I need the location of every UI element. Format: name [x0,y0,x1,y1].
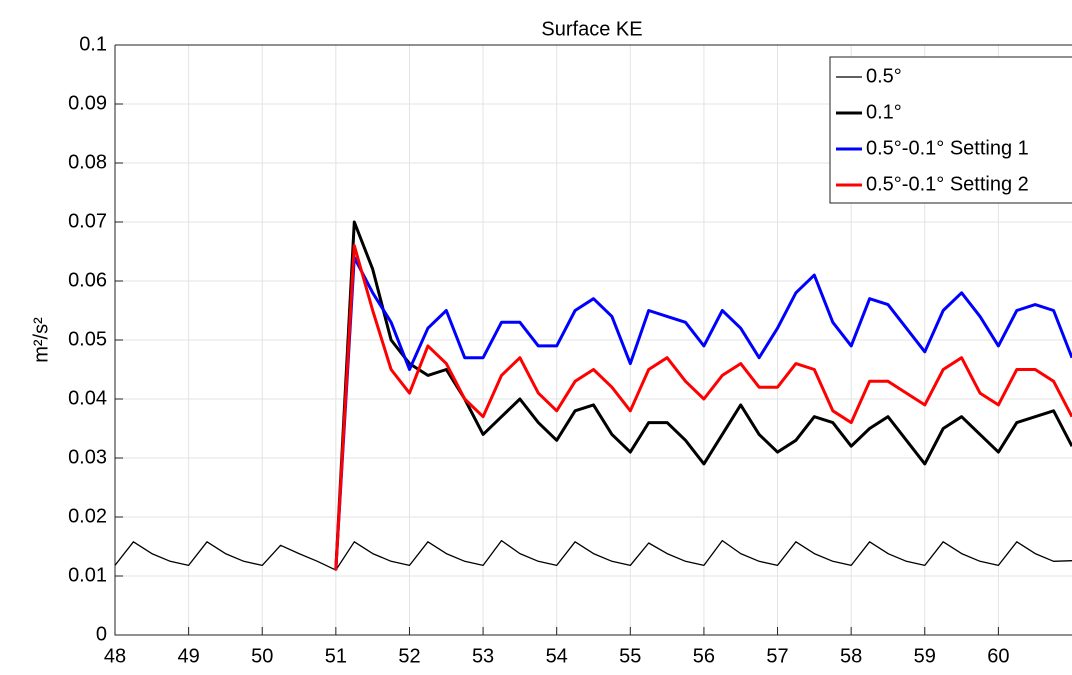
y-axis-label: m²/s² [30,317,52,363]
legend-label: 0.1° [866,101,902,123]
y-tick-label: 0.04 [68,387,107,409]
x-tick-label: 51 [325,645,347,667]
y-tick-label: 0 [96,623,107,645]
y-tick-label: 0.06 [68,269,107,291]
x-tick-label: 56 [693,645,715,667]
y-tick-label: 0.03 [68,446,107,468]
y-tick-label: 0.1 [79,33,107,55]
y-tick-label: 0.01 [68,564,107,586]
y-tick-label: 0.08 [68,151,107,173]
x-tick-label: 55 [619,645,641,667]
x-tick-label: 54 [546,645,568,667]
x-tick-label: 58 [840,645,862,667]
axes-box [114,44,1072,636]
x-tick-label: 50 [251,645,273,667]
y-tick-label: 0.09 [68,92,107,114]
x-tick-label: 52 [398,645,420,667]
x-tick-label: 49 [177,645,199,667]
legend-label: 0.5°-0.1° Setting 1 [866,137,1029,159]
series-line [334,255,1072,571]
y-tick-label: 0.05 [68,328,107,350]
legend-label: 0.5° [866,65,902,87]
chart-title: Surface KE [541,18,642,40]
x-tick-label: 53 [472,645,494,667]
x-tick-label: 59 [914,645,936,667]
y-tick-label: 0.02 [68,505,107,527]
y-tick-label: 0.07 [68,210,107,232]
x-tick-label: 60 [987,645,1009,667]
x-tick-label: 57 [766,645,788,667]
legend-label: 0.5°-0.1° Setting 2 [866,173,1029,195]
legend-box [829,56,1072,204]
series-line [334,244,1072,571]
series-line [114,539,1072,571]
x-tick-label: 48 [104,645,126,667]
